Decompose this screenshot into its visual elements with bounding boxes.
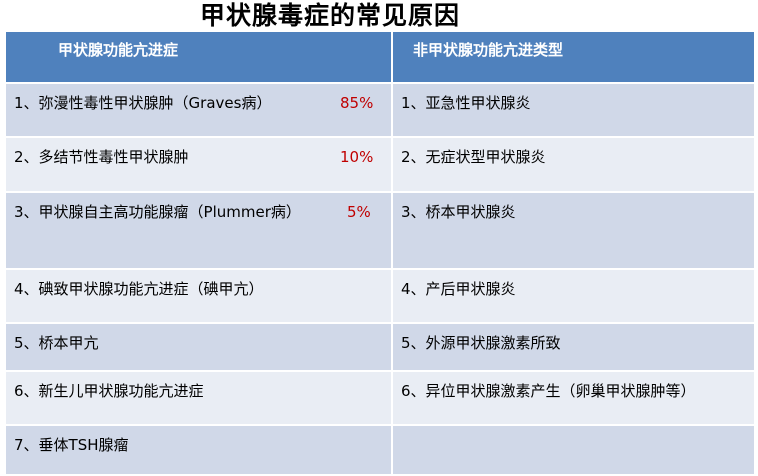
left-cell: 5、桥本甲亢 [4,322,393,372]
right-cell: 1、亚急性甲状腺炎 [391,82,756,138]
left-cell: 3、甲状腺自主高功能腺瘤（Plummer病） 5% [4,191,393,270]
table-row: 7、垂体TSH腺瘤 [4,424,756,476]
table-row: 2、多结节性毒性甲状腺肿 10% 2、无症状型甲状腺炎 [4,136,756,193]
percentage-label: 10% [340,148,374,166]
cause-label: 1、弥漫性毒性甲状腺肿（Graves病） [14,94,272,112]
right-cell: 2、无症状型甲状腺炎 [391,136,756,193]
right-cell: 5、外源甲状腺激素所致 [391,322,756,372]
left-cell: 1、弥漫性毒性甲状腺肿（Graves病） 85% [4,82,393,138]
header-hyperthyroidism: 甲状腺功能亢进症 [4,30,393,84]
cause-label: 2、多结节性毒性甲状腺肿 [14,148,189,166]
table-row: 6、新生儿甲状腺功能亢进症 6、异位甲状腺激素产生（卵巢甲状腺肿等） [4,370,756,426]
table-row: 5、桥本甲亢 5、外源甲状腺激素所致 [4,322,756,372]
left-cell: 4、碘致甲状腺功能亢进症（碘甲亢） [4,268,393,324]
left-cell: 6、新生儿甲状腺功能亢进症 [4,370,393,426]
right-cell: 3、桥本甲状腺炎 [391,191,756,270]
causes-table: 甲状腺功能亢进症 非甲状腺功能亢进类型 1、弥漫性毒性甲状腺肿（Graves病）… [4,30,756,476]
right-cell: 6、异位甲状腺激素产生（卵巢甲状腺肿等） [391,370,756,426]
header-non-hyperthyroidism: 非甲状腺功能亢进类型 [391,30,756,84]
table-row: 3、甲状腺自主高功能腺瘤（Plummer病） 5% 3、桥本甲状腺炎 [4,191,756,270]
table-header-row: 甲状腺功能亢进症 非甲状腺功能亢进类型 [4,30,756,84]
slide-title: 甲状腺毒症的常见原因 [199,1,460,30]
left-cell: 2、多结节性毒性甲状腺肿 10% [4,136,393,193]
percentage-label: 5% [347,203,371,221]
table-row: 4、碘致甲状腺功能亢进症（碘甲亢） 4、产后甲状腺炎 [4,268,756,324]
right-cell [391,424,756,476]
percentage-label: 85% [340,94,374,112]
right-cell: 4、产后甲状腺炎 [391,268,756,324]
table-row: 1、弥漫性毒性甲状腺肿（Graves病） 85% 1、亚急性甲状腺炎 [4,82,756,138]
left-cell: 7、垂体TSH腺瘤 [4,424,393,476]
cause-label: 3、甲状腺自主高功能腺瘤（Plummer病） [14,203,301,221]
